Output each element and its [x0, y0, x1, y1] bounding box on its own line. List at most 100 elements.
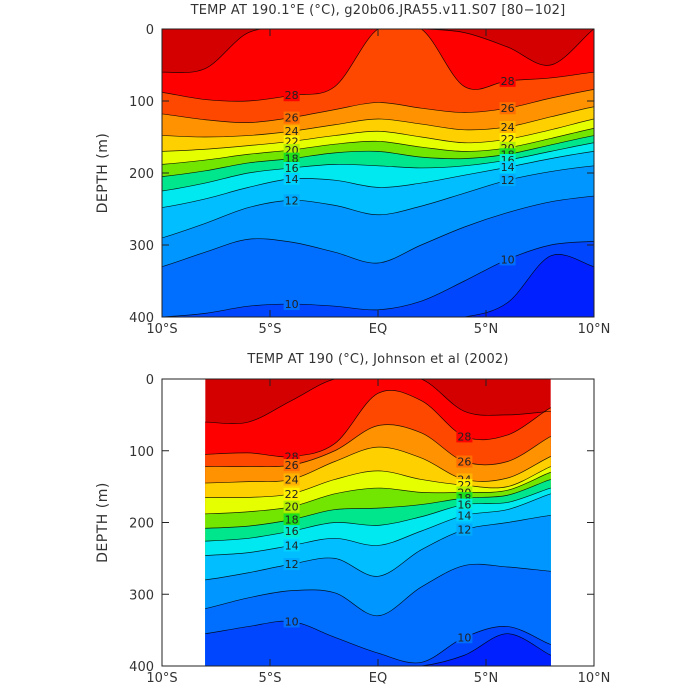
y-tick-label: 400 [129, 311, 154, 326]
contour-label-bg [283, 298, 300, 311]
isotherm-16 [162, 142, 594, 192]
y-tick-label: 100 [129, 95, 154, 110]
band-9 [162, 241, 594, 317]
contour-label-bg [499, 253, 516, 266]
contour-label-bg [499, 120, 516, 133]
y-tick-label: 200 [129, 517, 154, 532]
panel-title: TEMP AT 190 (°C), Johnson et al (2002) [246, 352, 508, 367]
isotherm-22 [205, 466, 551, 499]
contour-label-12: 12 [285, 194, 299, 207]
contour-label-bg [283, 558, 300, 571]
isotherm-10 [205, 620, 551, 664]
isotherm-lines [162, 29, 594, 317]
y-tick-label: 100 [129, 445, 154, 460]
isotherm-28 [205, 390, 551, 458]
contour-label-bg [283, 89, 300, 102]
contour-label-bg [283, 172, 300, 185]
contour-label-10: 10 [501, 253, 515, 266]
isotherm-14 [205, 493, 551, 556]
y-axis: 0 100 200 300 400 [129, 373, 594, 675]
y-tick-label: 0 [146, 23, 154, 38]
contour-label-bg [456, 498, 473, 511]
contour-label-bg [283, 615, 300, 628]
contour-label-bg [283, 161, 300, 174]
isotherm-20 [162, 128, 594, 165]
contour-label-bg [283, 525, 300, 538]
isotherm-9 [162, 254, 594, 317]
contour-label-bg [283, 487, 300, 500]
band-8 [205, 633, 551, 666]
isotherm-10 [162, 241, 594, 317]
contour-label-bg [499, 174, 516, 187]
x-tick-label: EQ [369, 671, 387, 686]
x-tick-label: 5°N [474, 322, 499, 337]
y-axis: 0 100 200 300 400 [129, 23, 594, 326]
band-8 [162, 254, 594, 317]
contour-label-bg [456, 631, 473, 644]
isotherm-18 [205, 479, 551, 529]
isotherm-26 [205, 424, 551, 468]
contour-label-bg [283, 513, 300, 526]
contour-label-bg [456, 430, 473, 443]
x-axis: 10°S 5°S EQ 5°N 10°N [146, 379, 610, 686]
contour-label-10: 10 [285, 616, 299, 629]
contour-label-22: 22 [285, 488, 299, 501]
contour-label-10: 10 [285, 298, 299, 311]
contour-label-bg [283, 194, 300, 207]
x-axis: 10°S 5°S EQ 5°N 10°N [146, 29, 610, 337]
isotherm-lines [205, 379, 551, 666]
contour-label-bg [283, 125, 300, 138]
contour-label-bg [456, 455, 473, 468]
contour-fills [162, 29, 594, 317]
contour-label-26: 26 [285, 459, 299, 472]
band-9 [205, 621, 551, 666]
contour-label-26: 26 [457, 456, 471, 469]
isotherm-29 [162, 29, 594, 73]
contour-label-12: 12 [285, 558, 299, 571]
isotherm-28 [162, 29, 594, 102]
contour-label-bg [456, 509, 473, 522]
y-tick-label: 300 [129, 588, 154, 603]
contour-label-20: 20 [285, 501, 299, 514]
contour-label-bg [499, 161, 516, 174]
isotherm-11 [205, 563, 551, 617]
contour-label-28: 28 [501, 75, 515, 88]
contour-label-16: 16 [285, 162, 299, 175]
contour-label-26: 26 [285, 112, 299, 125]
contour-label-bg [456, 523, 473, 536]
x-tick-label: 10°S [146, 671, 177, 686]
contour-label-18: 18 [285, 514, 299, 527]
contour-label-bg [283, 111, 300, 124]
contour-label-28: 28 [457, 430, 471, 443]
contour-fills [205, 379, 551, 666]
y-tick-label: 0 [146, 373, 154, 388]
contour-label-bg [499, 74, 516, 87]
isotherm-18 [162, 135, 594, 177]
y-axis-label: DEPTH (m) [95, 482, 111, 563]
y-tick-label: 400 [129, 660, 154, 675]
isotherm-24 [162, 106, 594, 138]
y-axis-label: DEPTH (m) [95, 133, 111, 214]
contour-label-12: 12 [457, 524, 471, 537]
x-tick-label: 5°N [474, 671, 499, 686]
contour-label-bg [283, 473, 300, 486]
isotherm-14 [162, 151, 594, 208]
x-tick-label: 5°S [258, 322, 281, 337]
contour-labels: 2828262624242222202018181616141412121010 [283, 74, 516, 311]
isotherm-11 [162, 195, 594, 267]
contour-label-14: 14 [285, 539, 299, 552]
contour-label-24: 24 [285, 125, 299, 138]
isotherm-12 [162, 165, 594, 239]
isotherm-12 [205, 514, 551, 581]
x-tick-label: 5°S [258, 671, 281, 686]
x-tick-label: 10°S [146, 322, 177, 337]
contour-label-28: 28 [285, 89, 299, 102]
isotherm-26 [162, 89, 594, 123]
contour-label-24: 24 [501, 121, 515, 134]
panel-title: TEMP AT 190.1°E (°C), g20b06.JRA55.v11.S… [190, 3, 566, 18]
contour-label-12: 12 [501, 174, 515, 187]
isotherm-20 [205, 471, 551, 515]
y-tick-label: 300 [129, 239, 154, 254]
contour-label-bg [283, 500, 300, 513]
